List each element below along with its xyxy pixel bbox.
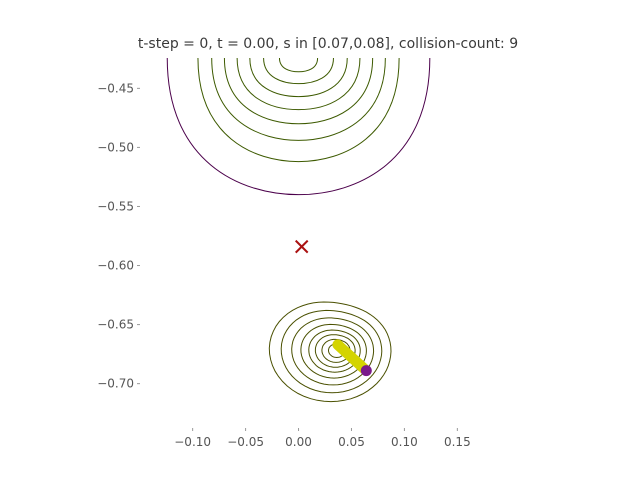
lower-contour-line: [321, 338, 351, 363]
upper-contour-group: [166, 57, 431, 196]
x-tick-label: 0.05: [338, 435, 365, 449]
lower-contour-group: [268, 301, 392, 403]
chart-title: t-step = 0, t = 0.00, s in [0.07,0.08], …: [138, 36, 518, 52]
marks-group: [294, 239, 372, 377]
y-tick-label: −0.70: [97, 377, 134, 391]
x-tick-label: 0.10: [391, 435, 418, 449]
lower-contour-line: [308, 329, 361, 373]
y-tick-label: −0.65: [97, 318, 134, 332]
x-tick-label: −0.10: [174, 435, 211, 449]
y-axis: −0.45 −0.50 −0.55 −0.60 −0.65 −0.70: [97, 81, 140, 391]
rod-endpoint: [360, 365, 372, 377]
y-tick-label: −0.50: [97, 140, 134, 154]
lower-contour-line: [291, 317, 375, 386]
lower-contour-line: [268, 301, 392, 403]
x-tick-label: −0.05: [227, 435, 264, 449]
upper-contour-line: [263, 57, 334, 85]
y-tick-label: −0.45: [97, 81, 134, 95]
upper-contour-line: [197, 57, 400, 163]
plot-area: [166, 57, 431, 403]
upper-contour-line: [236, 57, 361, 111]
target-marker-stroke: [294, 239, 309, 254]
lower-contour-line: [280, 309, 383, 394]
upper-contour-line: [211, 57, 386, 141]
y-tick-label: −0.55: [97, 199, 134, 213]
x-tick-label: 0.00: [285, 435, 312, 449]
upper-contour-line: [278, 57, 319, 73]
upper-contour-line: [249, 57, 348, 98]
x-axis: −0.10 −0.05 0.00 0.05 0.10 0.15: [174, 428, 471, 449]
lower-contour-line: [300, 323, 367, 379]
upper-contour-line: [223, 57, 374, 125]
upper-contour-line: [166, 57, 431, 196]
lower-contour-line: [314, 334, 356, 368]
x-tick-label: 0.15: [444, 435, 471, 449]
rod-segment: [332, 339, 372, 376]
y-tick-label: −0.60: [97, 259, 134, 273]
